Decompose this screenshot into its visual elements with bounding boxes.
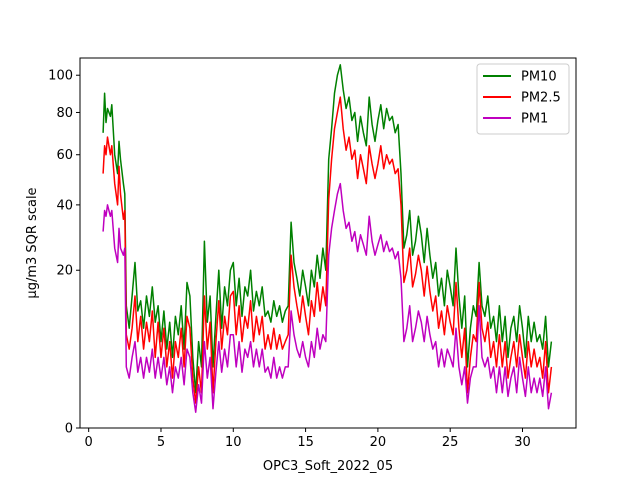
y-tick-label: 0 [65, 422, 73, 437]
x-tick-label: 10 [225, 435, 242, 450]
x-tick-label: 0 [85, 435, 93, 450]
legend-box [476, 63, 570, 135]
legend-label: PM2.5 [521, 91, 561, 106]
x-axis-label: OPC3_Soft_2022_05 [263, 459, 393, 474]
series-line-pm2-5 [102, 96, 553, 404]
legend-label: PM10 [521, 70, 557, 85]
y-tick-label: 40 [56, 198, 73, 213]
y-axis-label: µg/m3 SQR scale [25, 187, 40, 298]
legend: PM10 PM2.5 PM1 [476, 63, 570, 135]
legend-label: PM1 [521, 112, 548, 127]
x-tick-label: 25 [442, 435, 459, 450]
y-tick-label: 60 [56, 148, 73, 163]
y-tick-label: 20 [56, 264, 73, 279]
axes-frame [79, 57, 577, 429]
x-tick-label: 15 [297, 435, 314, 450]
y-axis: 0 20 40 60 80 100 [48, 69, 80, 437]
series-layer [102, 64, 553, 413]
series-line-pm10 [102, 64, 553, 394]
x-tick-label: 5 [157, 435, 165, 450]
x-tick-label: 30 [514, 435, 531, 450]
x-tick-label: 20 [370, 435, 387, 450]
series-line-pm1 [102, 182, 553, 413]
x-axis: 0 5 10 15 20 25 30 [85, 428, 531, 450]
y-tick-label: 100 [48, 69, 73, 84]
y-tick-label: 80 [56, 106, 73, 121]
